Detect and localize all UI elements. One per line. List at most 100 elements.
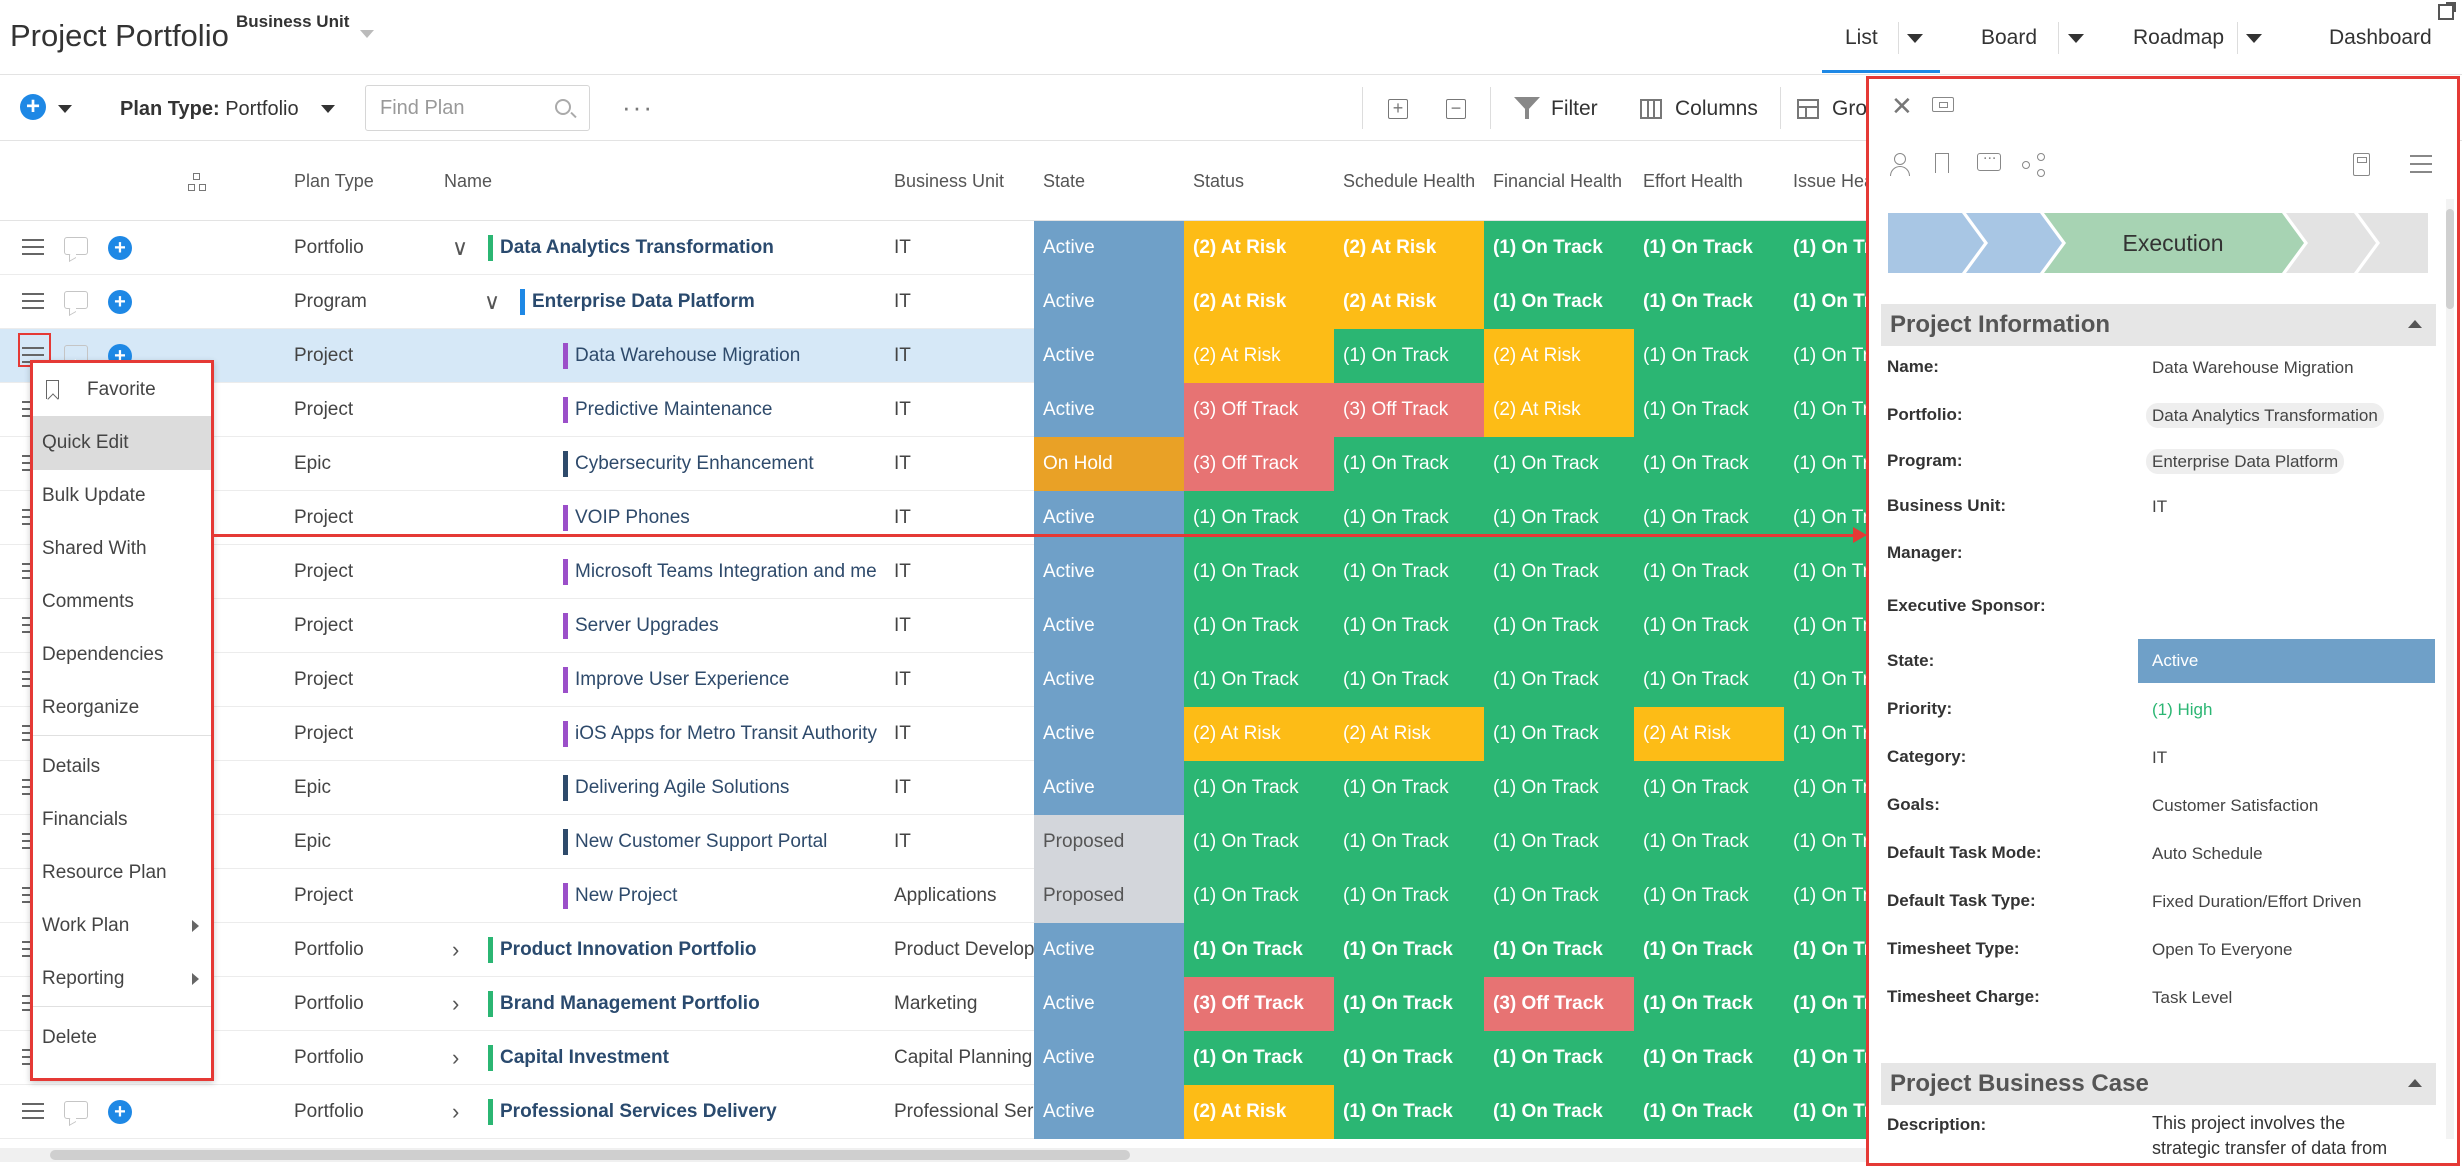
- plan-name-cell[interactable]: Delivering Agile Solutions: [563, 761, 890, 815]
- status-cell-health[interactable]: (2) At Risk: [1184, 275, 1334, 329]
- schedule-health-cell[interactable]: (2) At Risk: [1334, 275, 1484, 329]
- plan-name-cell[interactable]: New Project: [563, 869, 890, 923]
- financial-health-cell[interactable]: (1) On Track: [1484, 599, 1634, 653]
- status-cell-health[interactable]: (3) Off Track: [1184, 977, 1334, 1031]
- group-icon[interactable]: [1797, 99, 1819, 119]
- state-cell[interactable]: Active: [1034, 221, 1184, 275]
- issue-health-cell[interactable]: (1) On Track: [1784, 221, 1870, 275]
- status-cell-health[interactable]: (1) On Track: [1184, 815, 1334, 869]
- plan-name[interactable]: Product Innovation Portfolio: [500, 939, 757, 960]
- schedule-health-cell[interactable]: (1) On Track: [1334, 1031, 1484, 1085]
- issue-health-cell[interactable]: (1) On Track: [1784, 1031, 1870, 1085]
- status-cell-health[interactable]: (2) At Risk: [1184, 707, 1334, 761]
- calculator-icon[interactable]: [2353, 153, 2370, 176]
- pin-panel-icon[interactable]: [1932, 97, 1954, 112]
- issue-health-cell[interactable]: (1) On Track: [1784, 437, 1870, 491]
- issue-health-cell[interactable]: (1) On Track: [1784, 1085, 1870, 1139]
- user-icon[interactable]: [1890, 153, 1914, 177]
- panel-menu-icon[interactable]: [2410, 153, 2434, 177]
- issue-health-cell[interactable]: (1) On Track: [1784, 653, 1870, 707]
- effort-health-cell[interactable]: (1) On Track: [1634, 275, 1784, 329]
- menu-item-reorganize[interactable]: Reorganize: [33, 681, 211, 735]
- schedule-health-cell[interactable]: (1) On Track: [1334, 923, 1484, 977]
- add-dropdown-caret-icon[interactable]: [58, 105, 72, 113]
- add-plan-button[interactable]: +: [20, 94, 46, 120]
- plan-name-cell[interactable]: Data Analytics Transformation: [488, 221, 890, 275]
- priority-value[interactable]: (1) High: [2152, 700, 2213, 719]
- schedule-health-cell[interactable]: (2) At Risk: [1334, 707, 1484, 761]
- state-cell[interactable]: Active: [1034, 599, 1184, 653]
- columns-button[interactable]: Columns: [1675, 97, 1758, 120]
- comment-icon[interactable]: [1977, 146, 2001, 171]
- state-cell[interactable]: Active: [1034, 707, 1184, 761]
- chevron-down-icon[interactable]: ∨: [452, 235, 469, 260]
- plan-name[interactable]: Enterprise Data Platform: [532, 291, 755, 312]
- plan-name[interactable]: Improve User Experience: [575, 669, 790, 690]
- effort-health-cell[interactable]: (1) On Track: [1634, 221, 1784, 275]
- comment-icon[interactable]: [64, 1101, 88, 1119]
- financial-health-cell[interactable]: (1) On Track: [1484, 275, 1634, 329]
- group-button[interactable]: Gro: [1832, 97, 1868, 120]
- plan-name-cell[interactable]: Data Warehouse Migration: [563, 329, 890, 383]
- filter-button[interactable]: Filter: [1551, 97, 1598, 120]
- menu-item-dependencies[interactable]: Dependencies: [33, 628, 211, 682]
- column-header-effort-health[interactable]: Effort Health: [1643, 171, 1743, 191]
- bookmark-icon[interactable]: [1935, 153, 1949, 173]
- effort-health-cell[interactable]: (1) On Track: [1634, 923, 1784, 977]
- issue-health-cell[interactable]: (1) On Track: [1784, 707, 1870, 761]
- column-header-status[interactable]: Status: [1193, 171, 1245, 191]
- column-header-issue-health[interactable]: Issue Hea: [1793, 171, 1875, 191]
- name-value[interactable]: Data Warehouse Migration: [2152, 358, 2354, 377]
- effort-health-cell[interactable]: (1) On Track: [1634, 653, 1784, 707]
- collapse-all-icon[interactable]: −: [1446, 99, 1466, 119]
- status-cell-health[interactable]: (1) On Track: [1184, 869, 1334, 923]
- schedule-health-cell[interactable]: (1) On Track: [1334, 869, 1484, 923]
- menu-item-quick-edit[interactable]: Quick Edit: [33, 416, 211, 470]
- plan-name[interactable]: Professional Services Delivery: [500, 1101, 777, 1122]
- column-header-name[interactable]: Name: [444, 171, 493, 191]
- state-cell[interactable]: Active: [1034, 1085, 1184, 1139]
- view-tab-board[interactable]: Board: [1981, 26, 2038, 49]
- stage-chevron[interactable]: [1966, 213, 2062, 273]
- horizontal-scrollbar[interactable]: [0, 1148, 1870, 1162]
- plan-name-cell[interactable]: New Customer Support Portal: [563, 815, 890, 869]
- issue-health-cell[interactable]: (1) On Track: [1784, 329, 1870, 383]
- stage-chevron-current[interactable]: [2044, 213, 2304, 273]
- plan-name[interactable]: Brand Management Portfolio: [500, 993, 760, 1014]
- popout-icon[interactable]: [2438, 2, 2456, 20]
- chevron-down-icon[interactable]: ∨: [484, 289, 501, 314]
- portfolio-value[interactable]: Data Analytics Transformation: [2146, 403, 2384, 428]
- table-row[interactable]: + Portfolio › Professional Services Deliver…: [0, 1085, 1870, 1139]
- state-cell[interactable]: Active: [1034, 977, 1184, 1031]
- timesheet-charge-value[interactable]: Task Level: [2152, 988, 2233, 1007]
- business-unit-caret-icon[interactable]: [360, 30, 374, 38]
- column-header-plan-type[interactable]: Plan Type: [294, 171, 374, 191]
- plan-name-cell[interactable]: Improve User Experience: [563, 653, 890, 707]
- effort-health-cell[interactable]: (1) On Track: [1634, 815, 1784, 869]
- state-cell[interactable]: Active: [1034, 545, 1184, 599]
- menu-item-financials[interactable]: Financials: [33, 793, 211, 847]
- issue-health-cell[interactable]: (1) On Track: [1784, 383, 1870, 437]
- plan-name-cell[interactable]: Server Upgrades: [563, 599, 890, 653]
- plan-type-selector[interactable]: Plan Type: Portfolio: [120, 98, 299, 121]
- schedule-health-cell[interactable]: (1) On Track: [1334, 761, 1484, 815]
- financial-health-cell[interactable]: (1) On Track: [1484, 545, 1634, 599]
- chevron-right-icon[interactable]: ›: [452, 991, 460, 1016]
- collapse-caret-icon[interactable]: [2408, 1079, 2422, 1087]
- plan-name-cell[interactable]: Brand Management Portfolio: [488, 977, 890, 1031]
- schedule-health-cell[interactable]: (3) Off Track: [1334, 383, 1484, 437]
- status-cell-health[interactable]: (3) Off Track: [1184, 437, 1334, 491]
- issue-health-cell[interactable]: (1) On Track: [1784, 275, 1870, 329]
- issue-health-cell[interactable]: (1) On Track: [1784, 869, 1870, 923]
- plan-name[interactable]: Microsoft Teams Integration and me: [575, 561, 877, 582]
- schedule-health-cell[interactable]: (1) On Track: [1334, 545, 1484, 599]
- stage-chevron[interactable]: [2358, 213, 2428, 273]
- add-child-button[interactable]: +: [108, 236, 132, 260]
- schedule-health-cell[interactable]: (1) On Track: [1334, 815, 1484, 869]
- schedule-health-cell[interactable]: (1) On Track: [1334, 1085, 1484, 1139]
- search-icon[interactable]: [555, 99, 571, 115]
- status-cell-health[interactable]: (1) On Track: [1184, 1031, 1334, 1085]
